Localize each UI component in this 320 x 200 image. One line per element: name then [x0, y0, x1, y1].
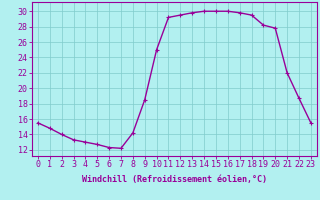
X-axis label: Windchill (Refroidissement éolien,°C): Windchill (Refroidissement éolien,°C)	[82, 175, 267, 184]
